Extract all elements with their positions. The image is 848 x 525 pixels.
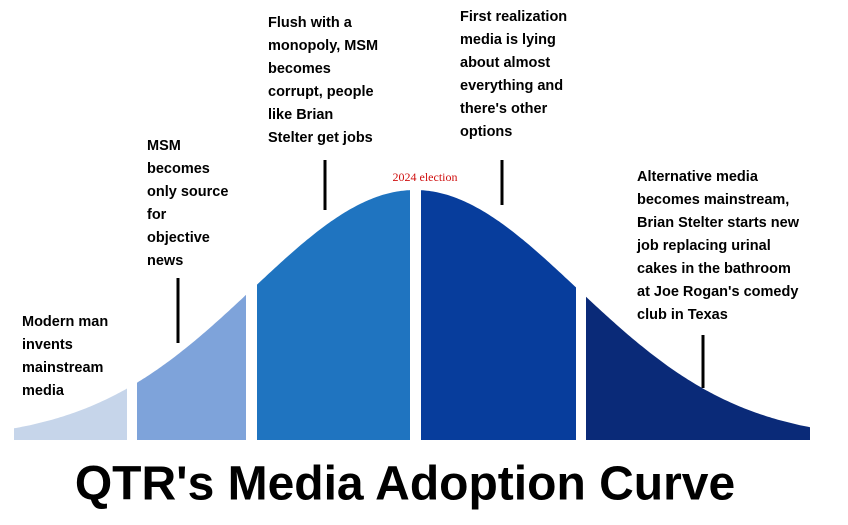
title: QTR's Media Adoption Curve (75, 458, 735, 511)
annotation-line: options (460, 124, 512, 140)
annotation-line: becomes (268, 61, 331, 77)
annotation-line: First realization (460, 9, 567, 25)
marker-label: 2024 election (393, 170, 458, 184)
annotation-line: corrupt, people (268, 84, 374, 100)
adoption-curve (14, 190, 810, 440)
annotation-line: Stelter get jobs (268, 130, 373, 146)
annotation-line: Modern man (22, 314, 108, 330)
annotation-line: club in Texas (637, 307, 728, 323)
annotation-line: for (147, 207, 167, 223)
annotation-line: like Brian (268, 107, 333, 123)
curve-segment (421, 190, 576, 440)
annotation-line: there's other (460, 101, 548, 117)
annotation-line: Alternative media (637, 169, 759, 185)
annotation-line: Flush with a (268, 15, 353, 31)
curve-segment (257, 190, 410, 440)
annotation-line: media (22, 383, 65, 399)
annotation-line: about almost (460, 55, 550, 71)
annotation-line: at Joe Rogan's comedy (637, 284, 798, 300)
annotation-line: MSM (147, 138, 181, 154)
annotation-line: Brian Stelter starts new (637, 215, 800, 231)
annotation-line: everything and (460, 78, 563, 94)
annotation-line: media is lying (460, 32, 556, 48)
curve-segment (586, 296, 810, 440)
annotation-line: becomes mainstream, (637, 192, 789, 208)
annotation-line: cakes in the bathroom (637, 261, 791, 277)
curve-segment (137, 294, 246, 440)
annotation-line: job replacing urinal (636, 238, 771, 254)
annotation-line: objective (147, 230, 210, 246)
annotation-line: only source (147, 184, 228, 200)
annotation-line: invents (22, 337, 73, 353)
annotation-line: monopoly, MSM (268, 38, 378, 54)
annotation-line: mainstream (22, 360, 103, 376)
annotation-line: becomes (147, 161, 210, 177)
annotation-line: news (147, 253, 183, 269)
curve-segment (14, 388, 127, 440)
